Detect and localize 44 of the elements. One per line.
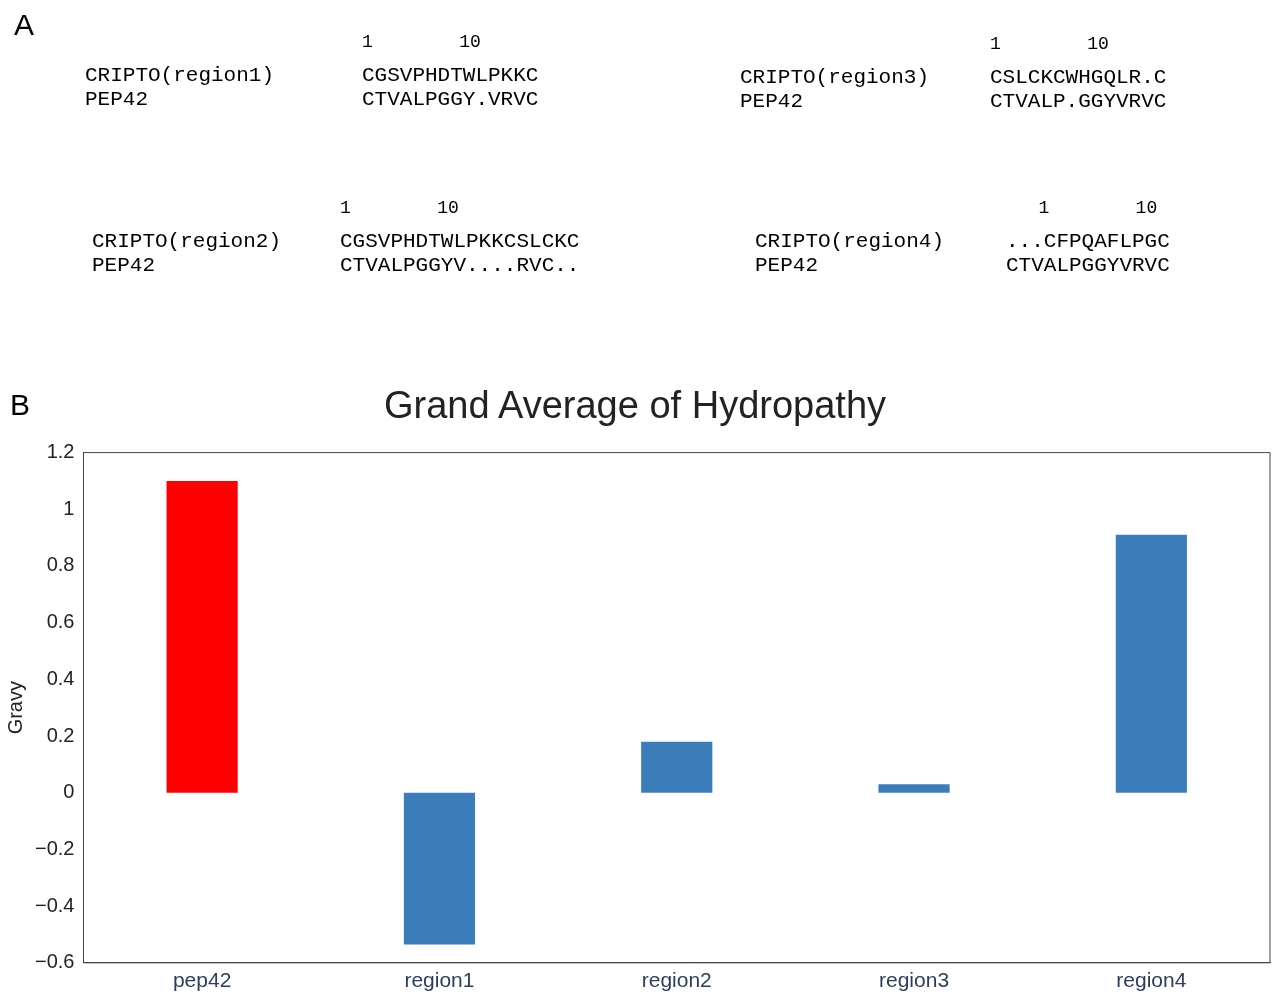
y-tick-label: −0.4: [35, 893, 75, 916]
text: PEP42: [740, 90, 804, 113]
bar: [1115, 534, 1187, 793]
y-tick-label: 1.2: [46, 440, 75, 463]
text: 1 10: [1037, 197, 1158, 220]
y-tick-label: 0.8: [46, 553, 75, 576]
text: CGSVPHDTWLPKKCSLCKC: [340, 230, 580, 253]
y-tick-label: 0: [63, 780, 75, 803]
text: CRIPTO(region2): [92, 230, 282, 253]
text: CTVALP.GGYVRVC: [990, 90, 1167, 113]
text: PEP42: [755, 254, 819, 277]
text: CGSVPHDTWLPKKC: [362, 64, 539, 87]
y-tick-label: −0.2: [35, 836, 75, 859]
text: CRIPTO(region1): [85, 64, 275, 87]
y-tick-label: 1: [63, 496, 75, 519]
x-tick-label: region1: [404, 968, 475, 992]
text: B: [10, 388, 31, 422]
text: CRIPTO(region3): [740, 66, 930, 89]
x-tick-label: region2: [641, 968, 712, 992]
text: PEP42: [85, 88, 149, 111]
text: 1 10: [990, 33, 1109, 56]
y-tick-label: 0.6: [46, 610, 75, 633]
x-tick-label: region4: [1116, 968, 1187, 992]
text: ...CFPQAFLPGC: [1006, 230, 1170, 253]
text: CTVALPGGY.VRVC: [362, 88, 539, 111]
x-tick-label: region3: [879, 968, 950, 992]
y-tick-label: 0.4: [46, 666, 75, 689]
bar: [403, 792, 476, 945]
y-axis-title: Gravy: [3, 681, 26, 735]
bar: [641, 741, 713, 793]
text: PEP42: [92, 254, 156, 277]
bar: [878, 784, 950, 793]
text: 1 10: [362, 31, 481, 54]
text: CRIPTO(region4): [755, 230, 945, 253]
text: CTVALPGGYVRVC: [1006, 254, 1170, 277]
text: 1 10: [340, 197, 459, 220]
chart-title: Grand Average of Hydropathy: [383, 384, 887, 427]
x-tick-label: pep42: [172, 968, 232, 992]
y-tick-label: 0.2: [46, 723, 75, 746]
bar: [166, 480, 238, 793]
text: A: [14, 8, 35, 42]
text: CTVALPGGYV....RVC..: [340, 254, 580, 277]
y-tick-label: −0.6: [35, 950, 75, 973]
text: CSLCKCWHGQLR.C: [990, 66, 1167, 89]
